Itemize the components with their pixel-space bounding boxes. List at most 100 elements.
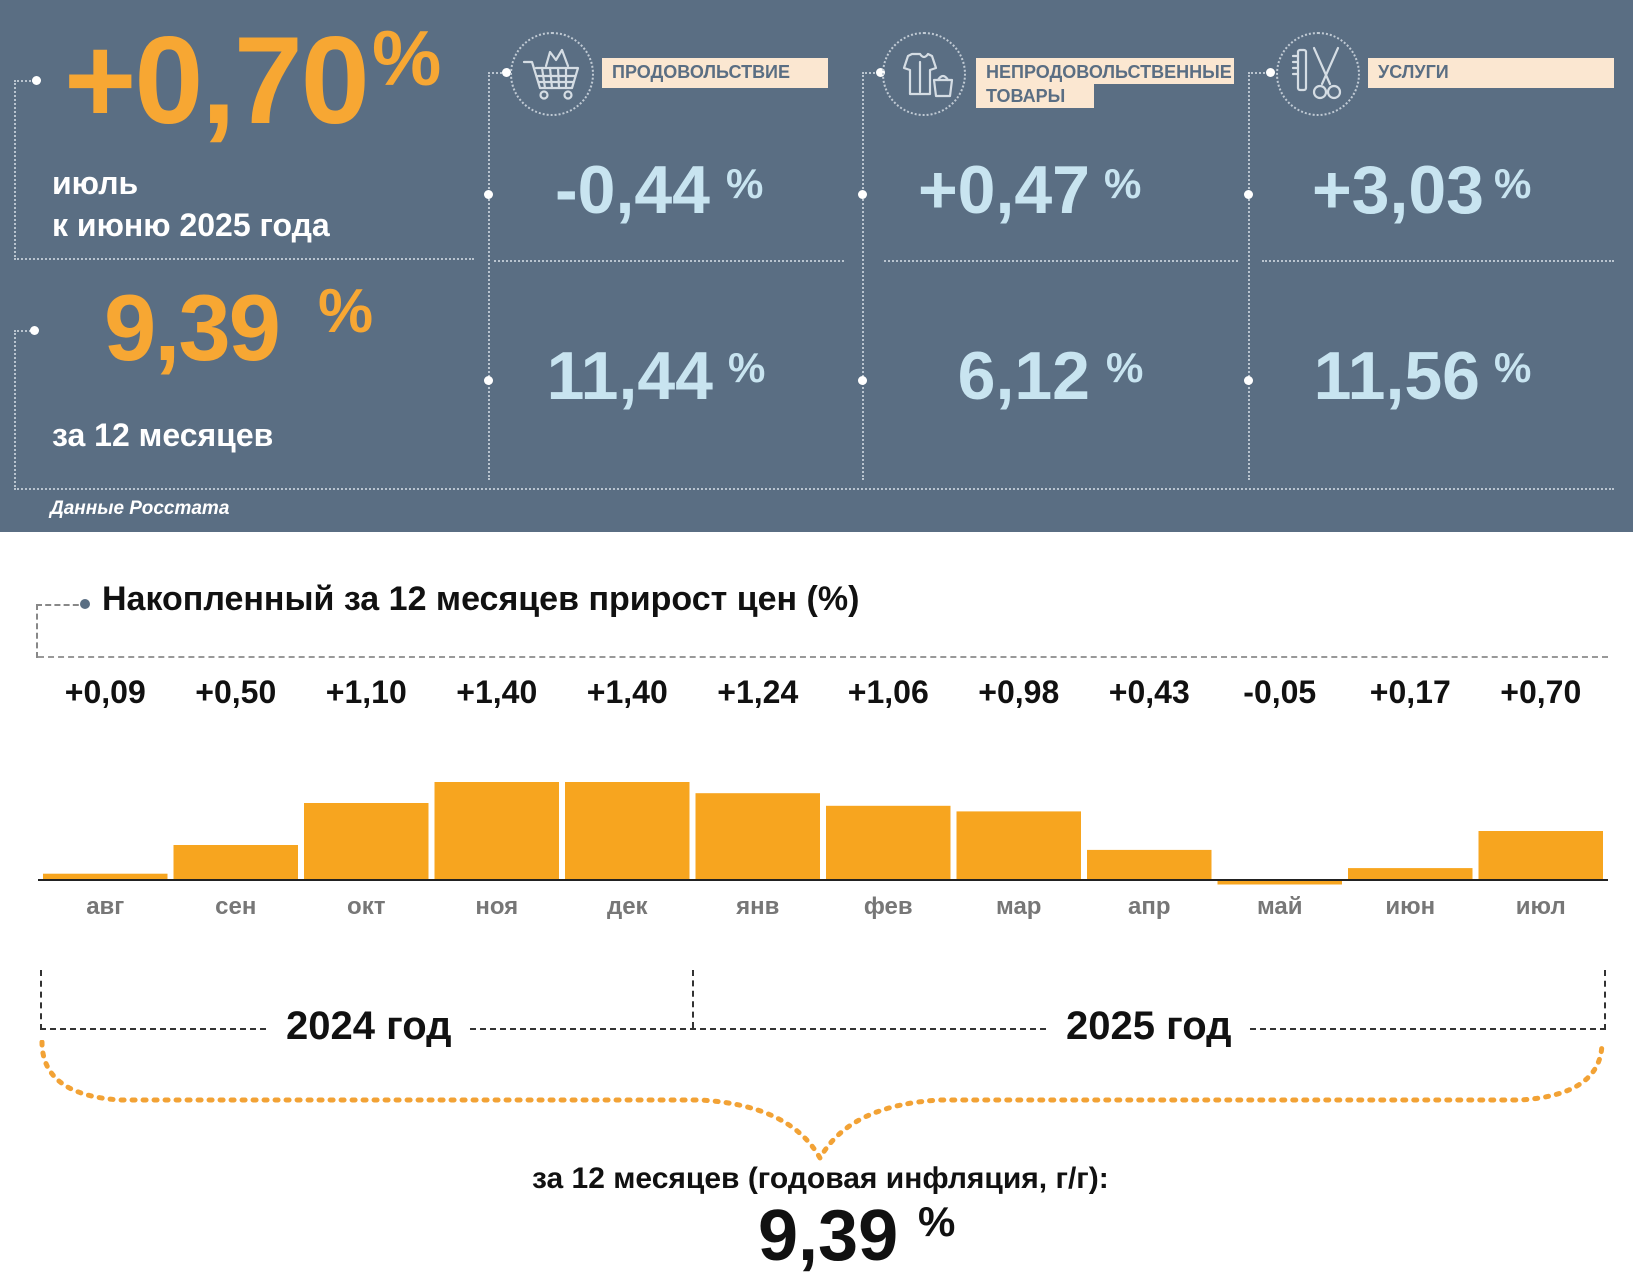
summary-label: за 12 месяцев (годовая инфляция, г/г):: [532, 1162, 1109, 1195]
bullet-dot: [876, 68, 885, 77]
year-boundary-marker: [692, 970, 694, 1028]
bullet-dot: [80, 599, 90, 609]
category-label-food: ПРОДОВОЛЬСТВИЕ: [602, 58, 828, 88]
services-annual-unit: %: [1494, 344, 1532, 391]
bullet-dot: [1266, 68, 1275, 77]
category-label-services: УСЛУГИ: [1368, 58, 1614, 88]
divider-line: [14, 258, 474, 260]
divider-line: [14, 488, 1614, 490]
summary-brace: [39, 1040, 1605, 1164]
nonfood-monthly-unit: %: [1104, 160, 1142, 207]
connector-line: [1248, 72, 1272, 74]
category-label-nonfood-line2: ТОВАРЫ: [976, 82, 1094, 108]
divider-line: [884, 260, 1238, 262]
monthly-label-period: к июню 2025 года: [52, 207, 330, 243]
bar-май: [1217, 881, 1342, 885]
shopping-cart-icon: [510, 32, 594, 116]
nonfood-monthly-value: +0,47: [917, 152, 1090, 228]
connector-line: [862, 72, 882, 74]
bar-июн: [1348, 868, 1473, 880]
bullet-dot: [858, 376, 867, 385]
bullet-dot: [32, 76, 41, 85]
x-tick-label: сен: [215, 893, 257, 920]
x-tick-label: апр: [1127, 893, 1171, 920]
x-tick-label: май: [1256, 893, 1303, 920]
year-label-2024: 2024 год: [268, 1004, 470, 1049]
bullet-dot: [1244, 376, 1253, 385]
monthly-inflation-unit: %: [372, 14, 442, 102]
bar-value-label: +0,43: [1108, 674, 1190, 710]
bullet-dot: [484, 190, 493, 199]
services-monthly-value: +3,03: [1311, 152, 1484, 228]
food-annual-value: 11,44: [546, 338, 713, 414]
x-tick-label: фев: [863, 893, 913, 920]
nonfood-annual-unit: %: [1106, 344, 1144, 391]
bar-сен: [173, 845, 298, 880]
year-end-marker: [1604, 970, 1606, 1030]
bar-value-label: +1,24: [717, 674, 799, 710]
bar-янв: [695, 793, 820, 880]
bar-окт: [304, 803, 429, 880]
bar-дек: [565, 782, 690, 880]
bar-value-label: +0,50: [195, 674, 277, 710]
divider-line: [494, 260, 844, 262]
chart-title: Накопленный за 12 месяцев прирост цен (%…: [102, 580, 860, 618]
x-tick-label: дек: [606, 893, 648, 920]
bar-value-label: -0,05: [1243, 674, 1317, 710]
annual-inflation-value: 9,39: [104, 275, 281, 380]
connector-line: [14, 80, 16, 260]
bullet-dot: [484, 376, 493, 385]
x-tick-label: янв: [736, 893, 780, 920]
title-connector-line: [36, 604, 88, 658]
services-monthly-unit: %: [1494, 160, 1532, 207]
year-label-2025: 2025 год: [1048, 1004, 1250, 1049]
column-divider: [488, 72, 490, 480]
column-divider: [1248, 72, 1250, 480]
clothing-bag-icon: [882, 32, 966, 116]
connector-line: [14, 330, 16, 490]
bullet-dot: [30, 326, 39, 335]
monthly-label-month: июль: [52, 165, 139, 201]
services-annual-value: 11,56: [1313, 338, 1480, 414]
bar-июл: [1478, 831, 1603, 880]
data-source: Данные Росстата: [50, 498, 230, 519]
x-tick-label: авг: [86, 893, 125, 920]
annual-label: за 12 месяцев: [52, 417, 274, 453]
bar-авг: [43, 873, 168, 880]
x-tick-label: июн: [1385, 893, 1436, 920]
year-start-marker: [40, 970, 42, 1030]
bar-ноя: [434, 782, 559, 880]
nonfood-annual-value: 6,12: [957, 338, 1090, 414]
inflation-summary-panel: +0,70 % июль к июню 2025 года 9,39 % за …: [0, 0, 1633, 532]
summary-unit: %: [918, 1198, 956, 1245]
bar-value-label: +0,70: [1500, 674, 1582, 710]
bar-value-label: +1,06: [847, 674, 929, 710]
bar-value-label: +0,98: [978, 674, 1060, 710]
bar-value-label: +0,17: [1369, 674, 1451, 710]
annual-inflation-unit: %: [318, 277, 374, 346]
connector-line: [14, 330, 34, 332]
food-monthly-value: -0,44: [555, 152, 710, 228]
scissors-comb-icon: [1276, 32, 1360, 116]
x-tick-label: июл: [1515, 893, 1566, 920]
monthly-inflation-value: +0,70: [64, 12, 370, 150]
connector-line: [14, 80, 34, 82]
category-label-nonfood-line1: НЕПРОДОВОЛЬСТВЕННЫЕ: [976, 58, 1234, 84]
divider-line: [1262, 260, 1614, 262]
bar-value-label: +0,09: [64, 674, 146, 710]
bar-value-label: +1,10: [325, 674, 407, 710]
year-span-line: [40, 1028, 1606, 1030]
title-divider-line: [38, 656, 1608, 658]
bar-мар: [956, 811, 1081, 880]
column-divider: [862, 72, 864, 480]
bullet-dot: [1244, 190, 1253, 199]
bullet-dot: [858, 190, 867, 199]
bar-value-label: +1,40: [456, 674, 538, 710]
x-tick-label: ноя: [475, 893, 519, 920]
bar-value-label: +1,40: [586, 674, 668, 710]
food-monthly-unit: %: [726, 160, 764, 207]
summary-value: 9,39: [758, 1196, 899, 1276]
bullet-dot: [502, 68, 511, 77]
